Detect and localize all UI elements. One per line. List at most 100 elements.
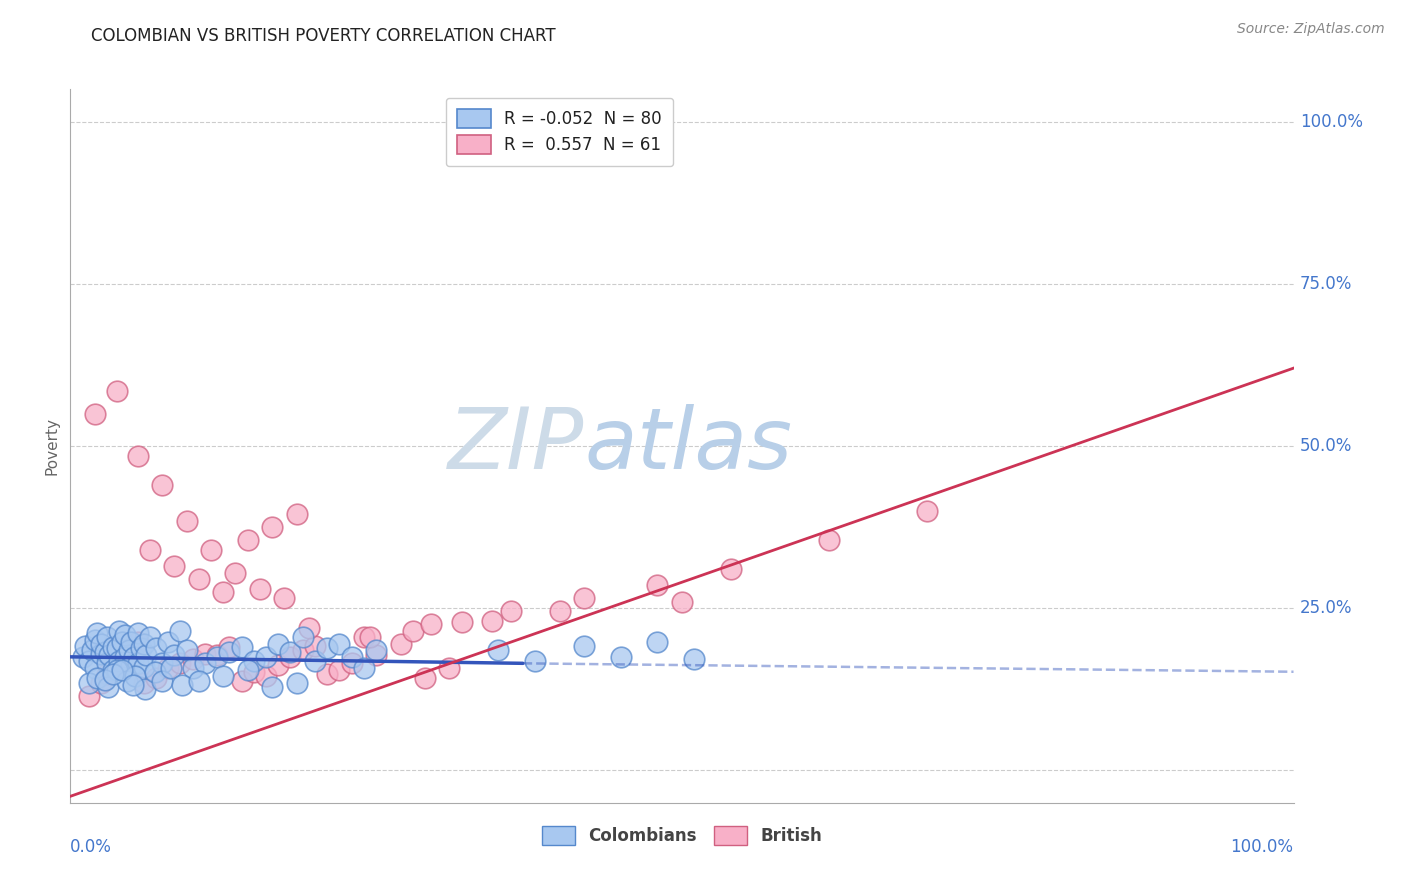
Text: 25.0%: 25.0%: [1299, 599, 1353, 617]
Point: [212, 669, 235, 683]
Point: [572, 591, 595, 606]
Text: ZIP: ZIP: [447, 404, 583, 488]
Point: [915, 504, 938, 518]
Point: [267, 658, 290, 673]
Point: [121, 678, 143, 692]
Point: [134, 682, 156, 697]
Point: [450, 615, 472, 630]
Point: [413, 671, 436, 685]
Text: 50.0%: 50.0%: [1299, 437, 1353, 455]
Point: [145, 671, 167, 685]
Point: [98, 648, 121, 662]
Point: [157, 635, 180, 649]
Point: [683, 652, 706, 666]
Point: [328, 637, 350, 651]
Point: [353, 661, 375, 675]
Point: [524, 654, 547, 668]
Point: [93, 645, 115, 659]
Point: [304, 654, 326, 668]
Point: [243, 665, 266, 679]
Point: [93, 673, 115, 687]
Point: [340, 657, 363, 671]
Point: [298, 621, 321, 635]
Point: [262, 520, 284, 534]
Text: 100.0%: 100.0%: [1230, 838, 1294, 856]
Point: [254, 669, 277, 683]
Point: [90, 647, 112, 661]
Point: [111, 663, 134, 677]
Point: [124, 669, 146, 683]
Point: [499, 604, 522, 618]
Point: [610, 649, 633, 664]
Point: [77, 675, 100, 690]
Point: [101, 667, 124, 681]
Point: [488, 643, 510, 657]
Point: [366, 643, 388, 657]
Point: [132, 675, 155, 690]
Point: [143, 665, 166, 679]
Point: [135, 648, 157, 662]
Point: [150, 673, 173, 688]
Y-axis label: Poverty: Poverty: [44, 417, 59, 475]
Point: [181, 661, 204, 675]
Point: [132, 659, 155, 673]
Point: [90, 675, 112, 690]
Point: [194, 647, 217, 661]
Point: [132, 637, 155, 651]
Point: [280, 649, 302, 664]
Point: [249, 582, 271, 596]
Point: [114, 652, 136, 666]
Point: [96, 631, 118, 645]
Point: [262, 681, 284, 695]
Point: [96, 657, 118, 671]
Point: [77, 654, 100, 668]
Point: [205, 648, 228, 662]
Point: [145, 641, 167, 656]
Point: [129, 641, 152, 656]
Point: [236, 533, 259, 547]
Point: [187, 572, 209, 586]
Point: [224, 566, 246, 580]
Point: [139, 542, 162, 557]
Point: [105, 384, 128, 398]
Point: [572, 639, 595, 653]
Point: [101, 640, 124, 654]
Point: [817, 533, 839, 547]
Point: [108, 657, 131, 671]
Point: [127, 635, 149, 649]
Point: [236, 663, 259, 677]
Point: [105, 641, 128, 656]
Point: [101, 663, 124, 677]
Point: [181, 652, 204, 666]
Point: [273, 591, 295, 606]
Point: [176, 514, 198, 528]
Point: [169, 624, 191, 638]
Point: [163, 559, 186, 574]
Text: 100.0%: 100.0%: [1299, 112, 1362, 130]
Point: [82, 643, 104, 657]
Point: [86, 625, 108, 640]
Point: [200, 542, 222, 557]
Point: [280, 645, 302, 659]
Point: [150, 478, 173, 492]
Text: Source: ZipAtlas.com: Source: ZipAtlas.com: [1237, 22, 1385, 37]
Point: [359, 631, 381, 645]
Point: [720, 562, 742, 576]
Point: [108, 654, 131, 668]
Point: [127, 625, 149, 640]
Point: [127, 657, 149, 671]
Point: [291, 631, 314, 645]
Point: [83, 661, 105, 675]
Point: [671, 595, 693, 609]
Point: [114, 649, 136, 664]
Point: [111, 635, 134, 649]
Point: [115, 673, 138, 688]
Text: atlas: atlas: [583, 404, 792, 488]
Point: [205, 649, 228, 664]
Point: [304, 639, 326, 653]
Point: [77, 689, 100, 703]
Point: [212, 585, 235, 599]
Point: [218, 640, 240, 654]
Text: 75.0%: 75.0%: [1299, 275, 1353, 293]
Point: [254, 649, 277, 664]
